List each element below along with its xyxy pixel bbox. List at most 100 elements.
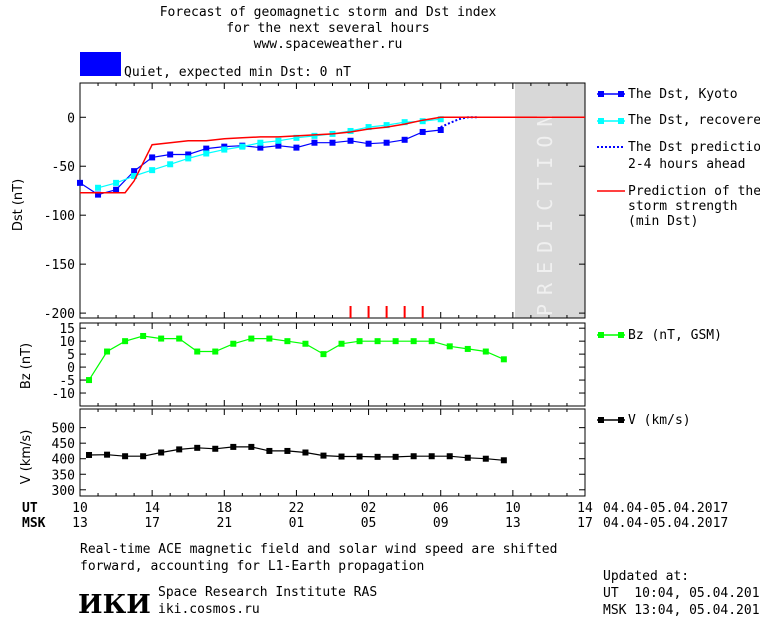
updated-msk: MSK 13:04, 05.04.2017 bbox=[603, 603, 760, 618]
iki-logo: ИКИ bbox=[78, 590, 151, 620]
data-point bbox=[464, 345, 471, 352]
institute-site: iki.cosmos.ru bbox=[158, 602, 260, 617]
data-point bbox=[212, 445, 219, 452]
ytick-label: 400 bbox=[52, 453, 75, 468]
series-line bbox=[80, 116, 585, 194]
data-point bbox=[230, 340, 237, 347]
data-point bbox=[446, 453, 453, 460]
x-tick-label-ut: 02 bbox=[361, 501, 377, 516]
data-point bbox=[293, 144, 300, 151]
legend-dst-prediction-2: 2-4 hours ahead bbox=[628, 157, 745, 172]
legend-storm-2: storm strength bbox=[628, 199, 738, 214]
ytick-label: 0 bbox=[67, 111, 75, 126]
data-point bbox=[113, 179, 120, 186]
data-point bbox=[257, 144, 264, 151]
x-tick-label-msk: 13 bbox=[72, 516, 88, 531]
legend-dst-kyoto: The Dst, Kyoto bbox=[628, 87, 738, 102]
data-point bbox=[86, 451, 93, 458]
data-point bbox=[158, 335, 165, 342]
data-point bbox=[293, 134, 300, 141]
data-point bbox=[95, 191, 102, 198]
msk-label: MSK bbox=[22, 516, 46, 531]
data-point bbox=[482, 455, 489, 462]
data-point bbox=[311, 139, 318, 146]
data-point bbox=[320, 452, 327, 459]
data-point bbox=[500, 356, 507, 363]
data-point bbox=[464, 454, 471, 461]
x-tick-label-ut: 18 bbox=[216, 501, 232, 516]
status-text: Quiet, expected min Dst: 0 nT bbox=[124, 65, 351, 80]
data-point bbox=[203, 145, 210, 152]
data-point bbox=[437, 127, 444, 133]
data-point bbox=[185, 155, 192, 162]
data-point bbox=[437, 116, 444, 123]
updated-label: Updated at: bbox=[603, 569, 689, 584]
prediction-label: PREDICTION bbox=[533, 106, 557, 316]
data-point bbox=[428, 338, 435, 345]
series-line bbox=[88, 335, 505, 381]
data-point bbox=[401, 136, 408, 143]
data-point bbox=[383, 122, 390, 129]
data-point bbox=[176, 446, 183, 453]
data-point bbox=[122, 338, 129, 345]
data-point bbox=[176, 335, 183, 342]
series-line bbox=[79, 129, 441, 196]
x-tick-label-msk: 17 bbox=[577, 516, 593, 531]
data-point bbox=[104, 451, 111, 458]
date-range-msk: 04.04-05.04.2017 bbox=[603, 516, 728, 531]
data-point bbox=[212, 348, 219, 355]
data-point bbox=[284, 338, 291, 345]
data-point bbox=[149, 167, 156, 174]
data-point bbox=[428, 453, 435, 460]
data-point bbox=[149, 154, 156, 161]
legend-bz: Bz (nT, GSM) bbox=[628, 328, 722, 343]
data-point bbox=[311, 132, 318, 139]
data-point bbox=[302, 449, 309, 456]
legend-dst-recovered: The Dst, recovered bbox=[628, 113, 760, 128]
x-tick-label-msk: 01 bbox=[289, 516, 305, 531]
legend-storm-1: Prediction of the bbox=[628, 184, 760, 199]
data-point bbox=[122, 453, 129, 460]
prediction-region bbox=[515, 83, 585, 318]
data-point bbox=[320, 351, 327, 358]
x-tick-label-msk: 05 bbox=[361, 516, 377, 531]
data-point bbox=[482, 348, 489, 355]
x-tick-label-ut: 06 bbox=[433, 501, 449, 516]
series-line bbox=[88, 446, 504, 461]
data-point bbox=[266, 335, 273, 342]
data-point bbox=[95, 184, 102, 191]
data-point bbox=[338, 453, 345, 460]
data-point bbox=[338, 340, 345, 347]
data-point bbox=[374, 453, 381, 460]
data-point bbox=[419, 118, 426, 125]
data-point bbox=[392, 453, 399, 460]
data-point bbox=[113, 186, 120, 193]
x-tick-label-msk: 13 bbox=[505, 516, 521, 531]
bz-ylabel: Bz (nT) bbox=[19, 343, 34, 389]
ytick-label: 5 bbox=[67, 348, 75, 363]
legend-dst-prediction-1: The Dst prediction bbox=[628, 140, 760, 155]
v-ylabel: V (km/s) bbox=[19, 430, 34, 485]
ytick-label: -200 bbox=[44, 307, 75, 322]
status-swatch bbox=[80, 52, 121, 76]
data-point bbox=[140, 332, 147, 339]
data-point bbox=[410, 453, 417, 460]
data-point bbox=[302, 340, 309, 347]
data-point bbox=[284, 447, 291, 454]
data-point bbox=[185, 151, 192, 158]
data-point bbox=[356, 338, 363, 345]
data-point bbox=[194, 444, 201, 451]
chart-url: www.spaceweather.ru bbox=[254, 37, 403, 52]
ytick-label: -100 bbox=[44, 209, 75, 224]
data-point bbox=[401, 119, 408, 126]
x-tick-label-msk: 17 bbox=[144, 516, 160, 531]
data-point bbox=[383, 139, 390, 146]
data-point bbox=[392, 338, 399, 345]
ytick-label: 0 bbox=[67, 361, 75, 376]
ytick-label: -10 bbox=[52, 387, 75, 402]
updated-ut: UT 10:04, 05.04.2017 bbox=[603, 586, 760, 601]
data-point bbox=[275, 137, 282, 144]
